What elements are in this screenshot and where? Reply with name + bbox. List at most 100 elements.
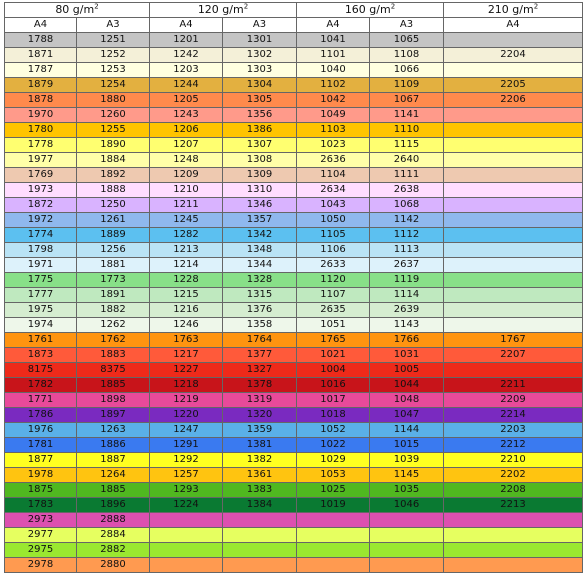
table-cell: 1213 [149, 242, 223, 258]
table-cell: 1203 [149, 62, 223, 78]
table-cell: 2978 [4, 557, 77, 573]
format-header-160-a3: A3 [369, 17, 444, 33]
table-cell: 1250 [76, 197, 150, 213]
table-cell: 1105 [296, 227, 370, 243]
table-row: 1761 1762 1763 1764 1765 1766 1767 [4, 332, 583, 348]
table-cell: 1762 [76, 332, 150, 348]
table-cell: 1327 [222, 362, 297, 378]
table-cell: 2203 [443, 422, 583, 438]
table-cell [443, 557, 583, 573]
table-cell [443, 122, 583, 138]
table-cell [443, 227, 583, 243]
table-row: 1777 1891 1215 1315 1107 1114 [4, 287, 583, 303]
table-cell [443, 32, 583, 48]
table-cell: 1885 [76, 482, 150, 498]
table-cell: 1892 [76, 167, 150, 183]
table-cell [443, 212, 583, 228]
table-cell: 1048 [369, 392, 444, 408]
table-cell: 1102 [296, 77, 370, 93]
table-cell: 1359 [222, 422, 297, 438]
format-header-row: A4 A3 A4 A3 A4 A3 A4 [4, 17, 583, 33]
table-cell: 1251 [76, 32, 150, 48]
table-cell: 1309 [222, 167, 297, 183]
table-cell: 1040 [296, 62, 370, 78]
table-cell: 1103 [296, 122, 370, 138]
table-cell: 1880 [76, 92, 150, 108]
table-cell: 1022 [296, 437, 370, 453]
table-cell: 1021 [296, 347, 370, 363]
table-cell: 1018 [296, 407, 370, 423]
table-cell [443, 527, 583, 543]
format-header-160-a4: A4 [296, 17, 370, 33]
table-cell: 2636 [296, 152, 370, 168]
table-row: 1878 1880 1205 1305 1042 1067 2206 [4, 92, 583, 108]
table-cell: 1882 [76, 302, 150, 318]
table-row: 1877 1887 1292 1382 1029 1039 2210 [4, 452, 583, 468]
table-cell: 1761 [4, 332, 77, 348]
table-cell [296, 527, 370, 543]
table-cell: 1042 [296, 92, 370, 108]
table-cell: 1050 [296, 212, 370, 228]
table-cell: 1256 [76, 242, 150, 258]
table-cell: 1381 [222, 437, 297, 453]
table-cell: 1245 [149, 212, 223, 228]
table-cell: 1017 [296, 392, 370, 408]
table-cell: 1216 [149, 302, 223, 318]
weight-header-row: 80 g/m2 120 g/m2 160 g/m2 210 g/m2 [4, 2, 583, 18]
table-cell: 1219 [149, 392, 223, 408]
table-cell: 2888 [76, 512, 150, 528]
table-cell: 2882 [76, 542, 150, 558]
table-cell: 1897 [76, 407, 150, 423]
table-cell: 2634 [296, 182, 370, 198]
table-row: 1782 1885 1218 1378 1016 1044 2211 [4, 377, 583, 393]
table-cell: 1049 [296, 107, 370, 123]
table-cell [443, 287, 583, 303]
table-cell: 1310 [222, 182, 297, 198]
table-cell: 1228 [149, 272, 223, 288]
table-cell: 2202 [443, 467, 583, 483]
table-row: 1781 1886 1291 1381 1022 1015 2212 [4, 437, 583, 453]
table-cell: 1886 [76, 437, 150, 453]
table-cell: 1769 [4, 167, 77, 183]
table-cell: 1976 [4, 422, 77, 438]
table-row: 1778 1890 1207 1307 1023 1115 [4, 137, 583, 153]
table-cell: 1263 [76, 422, 150, 438]
table-cell: 1302 [222, 47, 297, 63]
table-cell: 1308 [222, 152, 297, 168]
table-cell [222, 557, 297, 573]
table-row: 1871 1252 1242 1302 1101 1108 2204 [4, 47, 583, 63]
weight-header-210: 210 g/m2 [443, 2, 583, 18]
table-cell: 1109 [369, 77, 444, 93]
table-cell: 1771 [4, 392, 77, 408]
table-cell: 1252 [76, 47, 150, 63]
table-cell: 1763 [149, 332, 223, 348]
table-cell: 1144 [369, 422, 444, 438]
table-cell: 1879 [4, 77, 77, 93]
table-cell: 1243 [149, 107, 223, 123]
table-cell: 1262 [76, 317, 150, 333]
table-cell: 1301 [222, 32, 297, 48]
table-cell [443, 302, 583, 318]
table-cell [443, 242, 583, 258]
table-cell: 1344 [222, 257, 297, 273]
table-cell: 2208 [443, 482, 583, 498]
table-row: 1875 1885 1293 1383 1025 1035 2208 [4, 482, 583, 498]
table-cell: 1242 [149, 47, 223, 63]
table-row: 1786 1897 1220 1320 1018 1047 2214 [4, 407, 583, 423]
table-cell: 1217 [149, 347, 223, 363]
table-cell: 1211 [149, 197, 223, 213]
table-cell: 1871 [4, 47, 77, 63]
table-cell: 1205 [149, 92, 223, 108]
table-cell: 1220 [149, 407, 223, 423]
table-cell: 1246 [149, 317, 223, 333]
table-cell: 1781 [4, 437, 77, 453]
table-cell: 1218 [149, 377, 223, 393]
table-cell: 8175 [4, 362, 77, 378]
table-cell: 1778 [4, 137, 77, 153]
table-cell: 2640 [369, 152, 444, 168]
table-cell: 2206 [443, 92, 583, 108]
table-cell: 1053 [296, 467, 370, 483]
table-row: 1771 1898 1219 1319 1017 1048 2209 [4, 392, 583, 408]
format-header-120-a3: A3 [222, 17, 297, 33]
